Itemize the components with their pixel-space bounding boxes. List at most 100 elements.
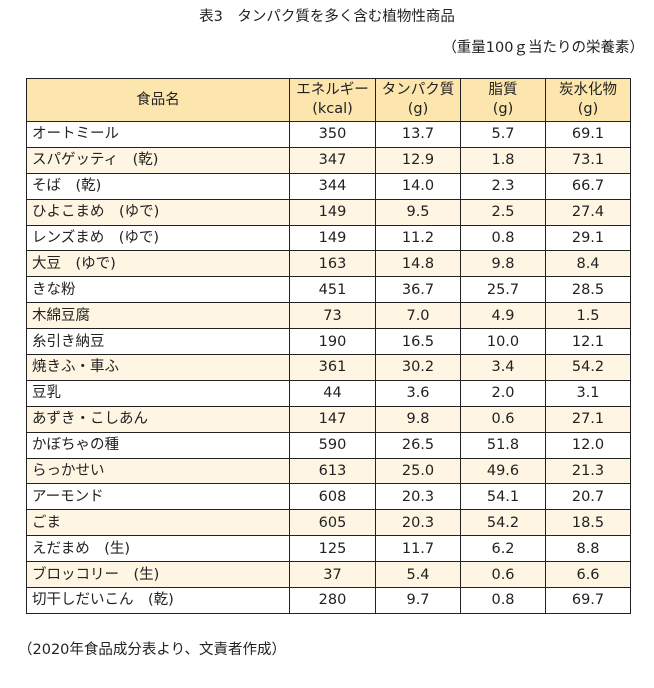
protein-cell: 11.7 bbox=[375, 535, 461, 563]
food-name-cell: オートミール bbox=[26, 121, 290, 148]
food-name-cell: そば (乾) bbox=[26, 172, 290, 200]
energy-cell: 190 bbox=[289, 328, 376, 356]
table-row: らっかせい 613 25.0 49.6 21.3 bbox=[26, 457, 631, 485]
food-name-cell: えだまめ (生) bbox=[26, 535, 290, 563]
fat-cell: 0.6 bbox=[460, 561, 546, 589]
table-row: レンズまめ (ゆで) 149 11.2 0.8 29.1 bbox=[26, 224, 631, 252]
fat-cell: 0.6 bbox=[460, 405, 546, 433]
carbohydrate-cell: 20.7 bbox=[545, 483, 631, 511]
protein-cell: 9.7 bbox=[375, 587, 461, 614]
protein-cell: 20.3 bbox=[375, 509, 461, 537]
fat-cell: 3.4 bbox=[460, 354, 546, 381]
food-name-cell: かぼちゃの種 bbox=[26, 431, 290, 459]
protein-cell: 13.7 bbox=[375, 121, 461, 148]
energy-cell: 361 bbox=[289, 354, 376, 381]
carbohydrate-cell: 69.7 bbox=[545, 587, 631, 614]
table-row: ごま 605 20.3 54.2 18.5 bbox=[26, 509, 631, 537]
header-carbohydrate: 炭水化物 (g) bbox=[545, 78, 631, 122]
protein-cell: 20.3 bbox=[375, 483, 461, 511]
table-body: オートミール 350 13.7 5.7 69.1 スパゲッティ (乾) 347 12.9 1.8… bbox=[26, 121, 631, 614]
protein-cell: 30.2 bbox=[375, 354, 461, 381]
header-food-name: 食品名 bbox=[26, 78, 290, 122]
table-title: 表3 タンパク質を多く含む植物性商品 bbox=[199, 9, 455, 25]
table-row: かぼちゃの種 590 26.5 51.8 12.0 bbox=[26, 431, 631, 459]
energy-cell: 605 bbox=[289, 509, 376, 537]
energy-cell: 347 bbox=[289, 146, 376, 174]
table-row: 木綿豆腐 73 7.0 4.9 1.5 bbox=[26, 302, 631, 330]
carbohydrate-cell: 12.0 bbox=[545, 431, 631, 459]
carbohydrate-cell: 3.1 bbox=[545, 379, 631, 407]
carbohydrate-cell: 73.1 bbox=[545, 146, 631, 174]
carbohydrate-cell: 29.1 bbox=[545, 224, 631, 252]
protein-cell: 9.5 bbox=[375, 198, 461, 226]
table-row: 豆乳 44 3.6 2.0 3.1 bbox=[26, 379, 631, 407]
food-name-cell: 大豆 (ゆで) bbox=[26, 250, 290, 278]
header-protein: タンパク質 (g) bbox=[375, 78, 461, 122]
header-fat: 脂質 (g) bbox=[460, 78, 546, 122]
protein-cell: 36.7 bbox=[375, 276, 461, 304]
protein-cell: 14.0 bbox=[375, 172, 461, 200]
carbohydrate-cell: 8.4 bbox=[545, 250, 631, 278]
protein-cell: 12.9 bbox=[375, 146, 461, 174]
energy-cell: 37 bbox=[289, 561, 376, 589]
energy-cell: 147 bbox=[289, 405, 376, 433]
energy-cell: 590 bbox=[289, 431, 376, 459]
table-row: あずき・こしあん 147 9.8 0.6 27.1 bbox=[26, 405, 631, 433]
fat-cell: 51.8 bbox=[460, 431, 546, 459]
fat-cell: 1.8 bbox=[460, 146, 546, 174]
table-row: スパゲッティ (乾) 347 12.9 1.8 73.1 bbox=[26, 146, 631, 174]
header-energy: エネルギー (kcal) bbox=[289, 78, 376, 122]
carbohydrate-cell: 1.5 bbox=[545, 302, 631, 330]
table-row: きな粉 451 36.7 25.7 28.5 bbox=[26, 276, 631, 304]
food-name-cell: 切干しだいこん (乾) bbox=[26, 587, 290, 614]
food-name-cell: 豆乳 bbox=[26, 379, 290, 407]
food-name-cell: レンズまめ (ゆで) bbox=[26, 224, 290, 252]
energy-cell: 608 bbox=[289, 483, 376, 511]
protein-cell: 5.4 bbox=[375, 561, 461, 589]
carbohydrate-cell: 27.4 bbox=[545, 198, 631, 226]
fat-cell: 9.8 bbox=[460, 250, 546, 278]
fat-cell: 6.2 bbox=[460, 535, 546, 563]
unit-note: （重量100ｇ当たりの栄養素） bbox=[442, 40, 644, 56]
food-name-cell: 木綿豆腐 bbox=[26, 302, 290, 330]
food-name-cell: 糸引き納豆 bbox=[26, 328, 290, 356]
table-row: ひよこまめ (ゆで) 149 9.5 2.5 27.4 bbox=[26, 198, 631, 226]
table-row: えだまめ (生) 125 11.7 6.2 8.8 bbox=[26, 535, 631, 563]
table-row: 切干しだいこん (乾) 280 9.7 0.8 69.7 bbox=[26, 587, 631, 614]
energy-cell: 44 bbox=[289, 379, 376, 407]
food-name-cell: スパゲッティ (乾) bbox=[26, 146, 290, 174]
carbohydrate-cell: 28.5 bbox=[545, 276, 631, 304]
food-name-cell: ごま bbox=[26, 509, 290, 537]
energy-cell: 613 bbox=[289, 457, 376, 485]
fat-cell: 2.3 bbox=[460, 172, 546, 200]
food-name-cell: ひよこまめ (ゆで) bbox=[26, 198, 290, 226]
protein-cell: 11.2 bbox=[375, 224, 461, 252]
table-row: オートミール 350 13.7 5.7 69.1 bbox=[26, 121, 631, 148]
energy-cell: 350 bbox=[289, 121, 376, 148]
energy-cell: 149 bbox=[289, 224, 376, 252]
protein-cell: 16.5 bbox=[375, 328, 461, 356]
carbohydrate-cell: 12.1 bbox=[545, 328, 631, 356]
fat-cell: 2.0 bbox=[460, 379, 546, 407]
carbohydrate-cell: 18.5 bbox=[545, 509, 631, 537]
fat-cell: 49.6 bbox=[460, 457, 546, 485]
energy-cell: 125 bbox=[289, 535, 376, 563]
food-name-cell: アーモンド bbox=[26, 483, 290, 511]
food-name-cell: ブロッコリー (生) bbox=[26, 561, 290, 589]
carbohydrate-cell: 21.3 bbox=[545, 457, 631, 485]
food-name-cell: らっかせい bbox=[26, 457, 290, 485]
energy-cell: 73 bbox=[289, 302, 376, 330]
protein-cell: 26.5 bbox=[375, 431, 461, 459]
table-row: 大豆 (ゆで) 163 14.8 9.8 8.4 bbox=[26, 250, 631, 278]
fat-cell: 0.8 bbox=[460, 224, 546, 252]
protein-cell: 9.8 bbox=[375, 405, 461, 433]
fat-cell: 54.2 bbox=[460, 509, 546, 537]
energy-cell: 280 bbox=[289, 587, 376, 614]
protein-cell: 7.0 bbox=[375, 302, 461, 330]
table-row: 糸引き納豆 190 16.5 10.0 12.1 bbox=[26, 328, 631, 356]
protein-cell: 25.0 bbox=[375, 457, 461, 485]
food-name-cell: きな粉 bbox=[26, 276, 290, 304]
carbohydrate-cell: 69.1 bbox=[545, 121, 631, 148]
carbohydrate-cell: 27.1 bbox=[545, 405, 631, 433]
fat-cell: 2.5 bbox=[460, 198, 546, 226]
